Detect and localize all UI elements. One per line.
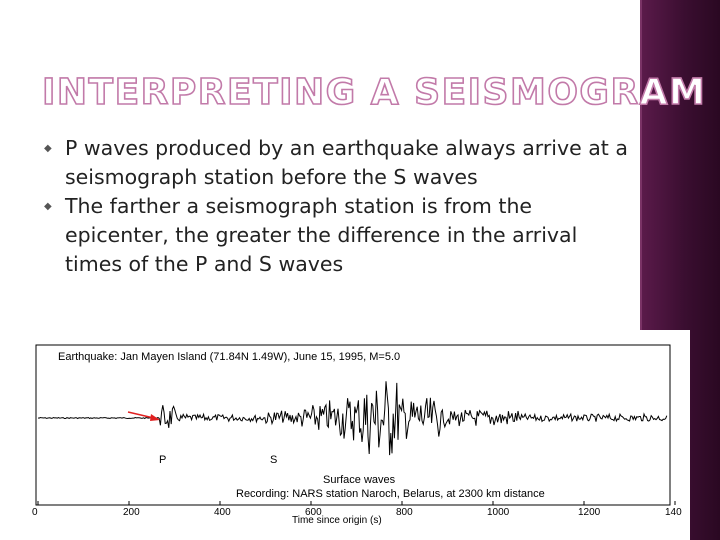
- bullet-marker-icon: ◆: [44, 143, 52, 154]
- surface-waves-label: Surface waves: [323, 474, 396, 486]
- seismogram-trace: [37, 381, 668, 456]
- time-axis-label: Time since origin (s): [292, 515, 382, 526]
- time-axis-ticks: 0 200 400 600 800 1000 1200 140: [32, 501, 682, 518]
- time-axis-tick-label: 1200: [578, 507, 601, 518]
- bullet-text: The farther a seismograph station is fro…: [65, 194, 578, 276]
- bullet-item: ◆ The farther a seismograph station is f…: [44, 192, 634, 279]
- bullet-list: ◆ P waves produced by an earthquake alwa…: [44, 134, 634, 279]
- time-axis-tick-label: 800: [396, 507, 413, 518]
- bullet-item: ◆ P waves produced by an earthquake alwa…: [44, 134, 634, 192]
- time-axis-tick-label: 400: [214, 507, 231, 518]
- p-wave-label: P: [159, 454, 166, 466]
- time-axis-tick-label: 200: [123, 507, 140, 518]
- recording-caption: Recording: NARS station Naroch, Belarus,…: [236, 488, 545, 500]
- seismogram-image: Earthquake: Jan Mayen Island (71.84N 1.4…: [32, 344, 682, 526]
- seismogram-header: Earthquake: Jan Mayen Island (71.84N 1.4…: [58, 351, 400, 363]
- sidebar-edge: [640, 0, 642, 540]
- bullet-marker-icon: ◆: [44, 201, 52, 212]
- arrowhead-icon: [150, 414, 160, 421]
- slide-title: INTERPRETING A SEISMOGRAM: [41, 71, 707, 114]
- time-axis-tick-label: 600: [305, 507, 322, 518]
- s-wave-label: S: [270, 454, 277, 466]
- bullet-text: P waves produced by an earthquake always…: [65, 136, 628, 189]
- time-axis-tick-label: 140: [665, 507, 682, 518]
- time-axis-tick-label: 0: [32, 507, 38, 518]
- time-axis-tick-label: 1000: [487, 507, 510, 518]
